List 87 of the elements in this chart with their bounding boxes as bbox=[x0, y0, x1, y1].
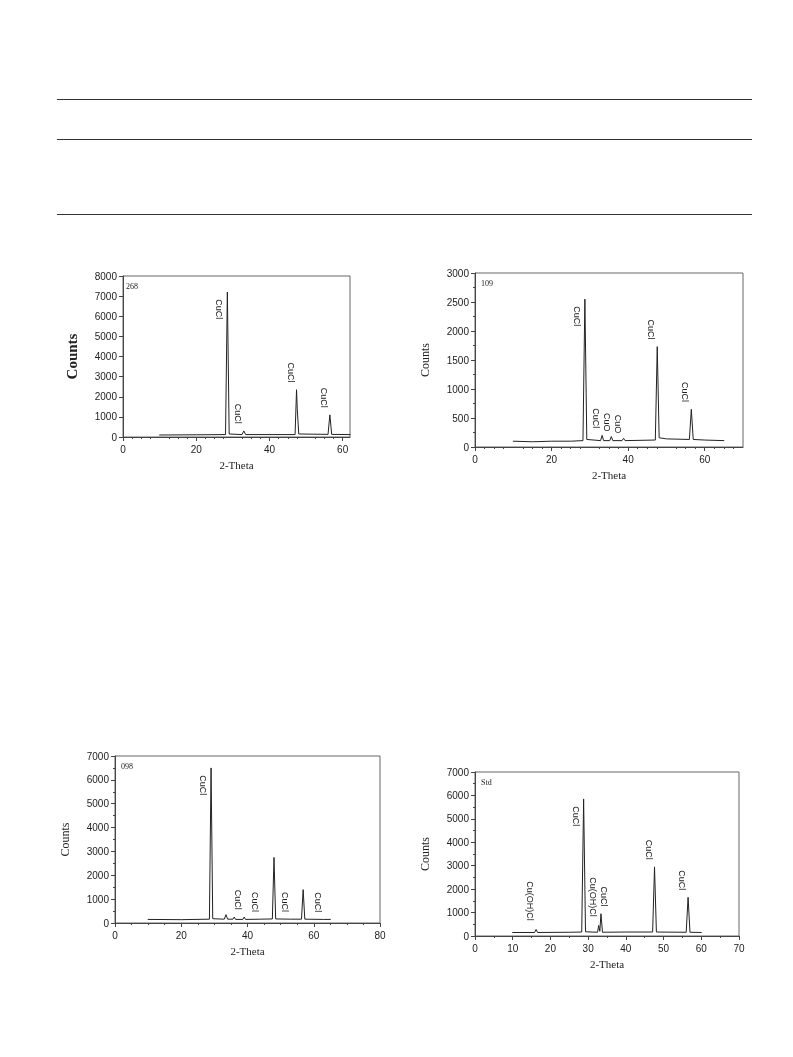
annotation: CuCl bbox=[285, 362, 296, 383]
annotation: CuCl bbox=[591, 408, 602, 429]
annotation: CuCl bbox=[571, 306, 582, 327]
y-tick-label: 2500 bbox=[446, 296, 470, 308]
line-series bbox=[512, 298, 725, 443]
annotation: 268 bbox=[126, 281, 138, 291]
annotation: CuCl bbox=[233, 889, 244, 910]
y-tick-label: 3000 bbox=[446, 860, 470, 872]
y-tick-label: 6000 bbox=[94, 310, 118, 322]
line-series bbox=[159, 291, 351, 436]
y-tick-label: 2000 bbox=[94, 391, 118, 403]
x-tick-label: 20 bbox=[546, 453, 558, 465]
x-tick-label: 0 bbox=[472, 453, 479, 465]
x-tick-label: 80 bbox=[374, 929, 386, 941]
x-tick-label: 60 bbox=[308, 929, 320, 941]
y-tick-label: 3000 bbox=[446, 267, 470, 279]
x-tick-label: 60 bbox=[337, 443, 349, 455]
x-tick-label: 40 bbox=[241, 929, 254, 941]
y-tick-label: 7000 bbox=[446, 766, 470, 778]
y-tick-label: 1000 bbox=[94, 411, 118, 423]
y-axis-title: Counts bbox=[63, 333, 80, 380]
annotation: CuCl bbox=[680, 382, 691, 403]
x-tick-label: 20 bbox=[544, 942, 557, 954]
y-tick-label: 1000 bbox=[446, 907, 470, 919]
y-axis-title: Counts bbox=[58, 822, 72, 857]
y-tick-label: 5000 bbox=[446, 813, 470, 825]
annotation: CuO bbox=[602, 412, 613, 432]
y-axis-title: Counts bbox=[418, 342, 432, 378]
x-tick-label: 0 bbox=[120, 443, 127, 455]
y-tick-label: 3000 bbox=[94, 371, 118, 383]
annotation: CuO bbox=[613, 414, 624, 434]
annotation: 109 bbox=[481, 278, 493, 288]
y-tick-label: 1500 bbox=[446, 354, 470, 366]
annotation: CuCl bbox=[646, 319, 657, 340]
y-tick-label: 500 bbox=[452, 412, 470, 424]
annotation: Std bbox=[481, 777, 492, 787]
x-axis-title: 2-Theta bbox=[589, 957, 625, 970]
annotation: CuCl bbox=[677, 870, 688, 891]
y-tick-label: 6000 bbox=[86, 774, 110, 786]
y-tick-label: 1000 bbox=[86, 893, 110, 905]
y-tick-label: 5000 bbox=[86, 798, 110, 810]
annotation: CuCl bbox=[279, 891, 290, 912]
y-tick-label: 0 bbox=[103, 917, 110, 929]
y-tick-label: 2000 bbox=[446, 325, 470, 337]
annotation: CuCl bbox=[249, 891, 260, 912]
annotation: Cu(OH)Cl bbox=[525, 881, 536, 921]
x-tick-label: 10 bbox=[507, 942, 519, 954]
x-axis-title: 2-Theta bbox=[591, 468, 627, 481]
annotation: CuCl bbox=[318, 387, 329, 408]
annotation: CuCl bbox=[198, 775, 209, 796]
x-tick-label: 50 bbox=[658, 942, 670, 954]
annotation: CuCl bbox=[312, 892, 323, 913]
y-tick-label: 6000 bbox=[446, 789, 470, 801]
y-tick-label: 4000 bbox=[86, 822, 110, 834]
x-tick-label: 30 bbox=[582, 942, 595, 954]
x-tick-label: 0 bbox=[472, 942, 479, 954]
y-tick-label: 3000 bbox=[86, 845, 110, 857]
annotation: CuCl bbox=[643, 839, 654, 860]
x-tick-label: 70 bbox=[733, 942, 745, 954]
x-tick-label: 40 bbox=[620, 942, 632, 954]
y-tick-label: 2000 bbox=[446, 883, 470, 895]
annotation: CuCl bbox=[570, 806, 581, 827]
annotation: Cu(OH)Cl bbox=[587, 877, 598, 917]
x-tick-label: 20 bbox=[175, 929, 188, 941]
annotation: CuCl bbox=[598, 886, 609, 907]
x-axis-title: 2-Theta bbox=[219, 458, 254, 471]
line-series bbox=[512, 798, 702, 933]
y-axis-title: Counts bbox=[418, 836, 432, 872]
y-tick-label: 7000 bbox=[86, 750, 110, 762]
x-tick-label: 60 bbox=[699, 453, 711, 465]
x-tick-label: 60 bbox=[695, 942, 708, 954]
line-series bbox=[147, 767, 331, 921]
y-tick-label: 8000 bbox=[94, 270, 118, 282]
y-tick-label: 4000 bbox=[446, 836, 470, 848]
y-tick-label: 1000 bbox=[446, 383, 470, 395]
x-tick-label: 40 bbox=[622, 453, 635, 465]
x-tick-label: 20 bbox=[190, 443, 203, 455]
x-axis-title: 2-Theta bbox=[230, 944, 265, 957]
annotation: CuCl bbox=[214, 299, 225, 320]
y-tick-label: 0 bbox=[111, 431, 118, 443]
annotation: CuCl bbox=[232, 403, 243, 424]
y-tick-label: 4000 bbox=[94, 351, 118, 362]
annotation: 098 bbox=[121, 761, 133, 771]
y-tick-label: 7000 bbox=[94, 290, 118, 302]
x-tick-label: 40 bbox=[263, 443, 276, 455]
y-tick-label: 5000 bbox=[94, 330, 118, 342]
y-tick-label: 2000 bbox=[86, 869, 110, 881]
